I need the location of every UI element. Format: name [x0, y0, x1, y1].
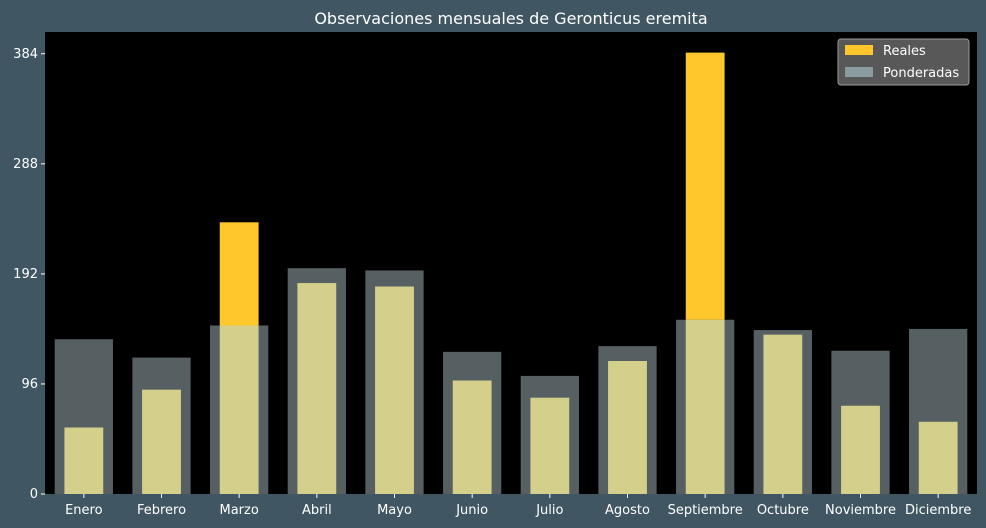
bar-reales-febrero: [142, 389, 181, 494]
bar-reales-agosto: [608, 361, 647, 494]
bar-reales-enero: [64, 427, 104, 494]
bar-reales-junio: [452, 380, 492, 494]
x-tick-label-junio: Junio: [455, 503, 488, 518]
x-tick-label-noviembre: Noviembre: [825, 503, 896, 518]
chart-title: Observaciones mensuales de Geronticus er…: [314, 9, 707, 28]
x-tick-label-octubre: Octubre: [757, 503, 809, 518]
bar-reales-julio: [530, 397, 570, 494]
x-tick-label-septiembre: Septiembre: [668, 503, 743, 518]
legend-swatch-reales: [845, 45, 873, 55]
bar-reales-noviembre: [841, 405, 880, 494]
bar-reales-mayo: [375, 286, 414, 494]
x-tick-label-febrero: Febrero: [137, 503, 186, 518]
axes-layer: Enero Febrero Marzo Abril Mayo Junio Julio Agos…: [13, 47, 971, 518]
x-tick-label-enero: Enero: [65, 503, 103, 518]
y-tick-label-192: 192: [13, 267, 38, 282]
bar-reales-overlap-septiembre: [685, 319, 725, 494]
bar-reales-diciembre: [918, 421, 958, 494]
bar-reales-octubre: [763, 334, 803, 494]
bar-reales-abril: [297, 283, 337, 494]
bar-reales-marzo: [219, 222, 259, 326]
x-tick-label-abril: Abril: [302, 503, 332, 518]
x-tick-label-marzo: Marzo: [220, 503, 259, 518]
bar-reales-septiembre: [685, 52, 725, 320]
y-tick-label-96: 96: [21, 377, 38, 392]
x-tick-label-diciembre: Diciembre: [905, 503, 971, 518]
bars-layer: [54, 52, 968, 494]
x-tick-label-julio: Julio: [535, 503, 563, 518]
legend: Reales Ponderadas: [837, 38, 970, 86]
bar-reales-overlap-marzo: [219, 325, 259, 494]
legend-label-ponderadas: Ponderadas: [883, 66, 959, 81]
x-tick-label-mayo: Mayo: [377, 503, 412, 518]
legend-swatch-ponderadas: [845, 67, 873, 77]
legend-label-reales: Reales: [883, 44, 926, 59]
x-tick-label-agosto: Agosto: [605, 503, 650, 518]
plot-area: [45, 32, 977, 494]
y-tick-label-0: 0: [30, 487, 38, 502]
y-tick-label-384: 384: [13, 47, 38, 62]
y-tick-label-288: 288: [13, 157, 38, 172]
